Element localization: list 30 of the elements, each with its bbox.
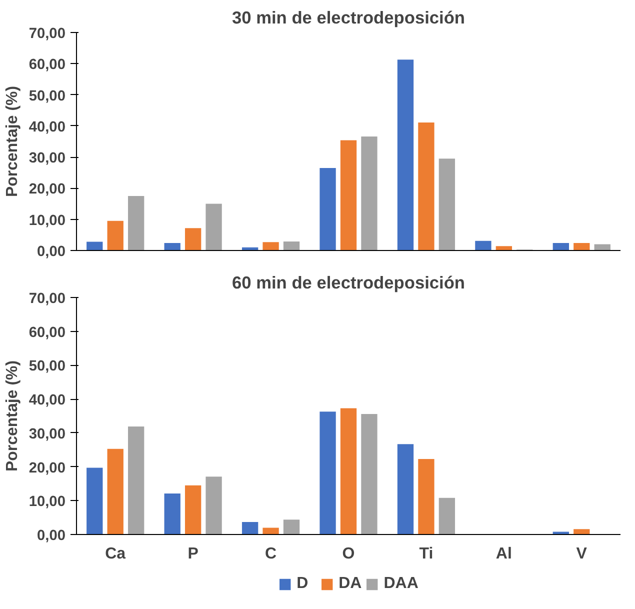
y-tick-label: 10,00 [28, 212, 66, 229]
legend-label: D [296, 575, 310, 593]
x-tick-label: V [576, 546, 588, 562]
y-tick-label: 0,00 [36, 244, 66, 260]
x-tick-label: C [265, 546, 278, 562]
y-tick-label: 30,00 [28, 150, 66, 167]
y-tick-label: 50,00 [28, 358, 66, 375]
x-tick-label: P [188, 546, 199, 562]
legend-label: DA [338, 575, 362, 593]
y-tick-label: 70,00 [28, 26, 66, 42]
y-tick-label: 60,00 [28, 324, 66, 341]
y-tick-label: 20,00 [28, 182, 66, 198]
x-tick-label: Ca [105, 546, 126, 562]
y-tick-label: 30,00 [28, 426, 66, 442]
x-tick-label: O [342, 546, 355, 562]
y-tick-label: 20,00 [28, 460, 66, 476]
y-axis-title: Porcentaje (%) [4, 360, 21, 472]
y-tick-label: 70,00 [28, 291, 66, 307]
y-tick-label: 0,00 [36, 528, 66, 544]
y-tick-label: 50,00 [28, 88, 66, 104]
chart-title: 30 min de electrodeposición [232, 8, 466, 28]
y-tick-label: 10,00 [28, 494, 66, 510]
y-axis-title: Porcentaje (%) [4, 86, 21, 198]
x-tick-label: Ti [419, 546, 434, 562]
x-tick-label: Al [496, 546, 512, 562]
legend-label: DAA [384, 575, 418, 593]
y-tick-label: 40,00 [28, 392, 66, 409]
y-tick-label: 60,00 [28, 57, 66, 74]
y-tick-label: 40,00 [28, 119, 66, 136]
chart-title: 60 min de electrodeposición [232, 272, 466, 292]
